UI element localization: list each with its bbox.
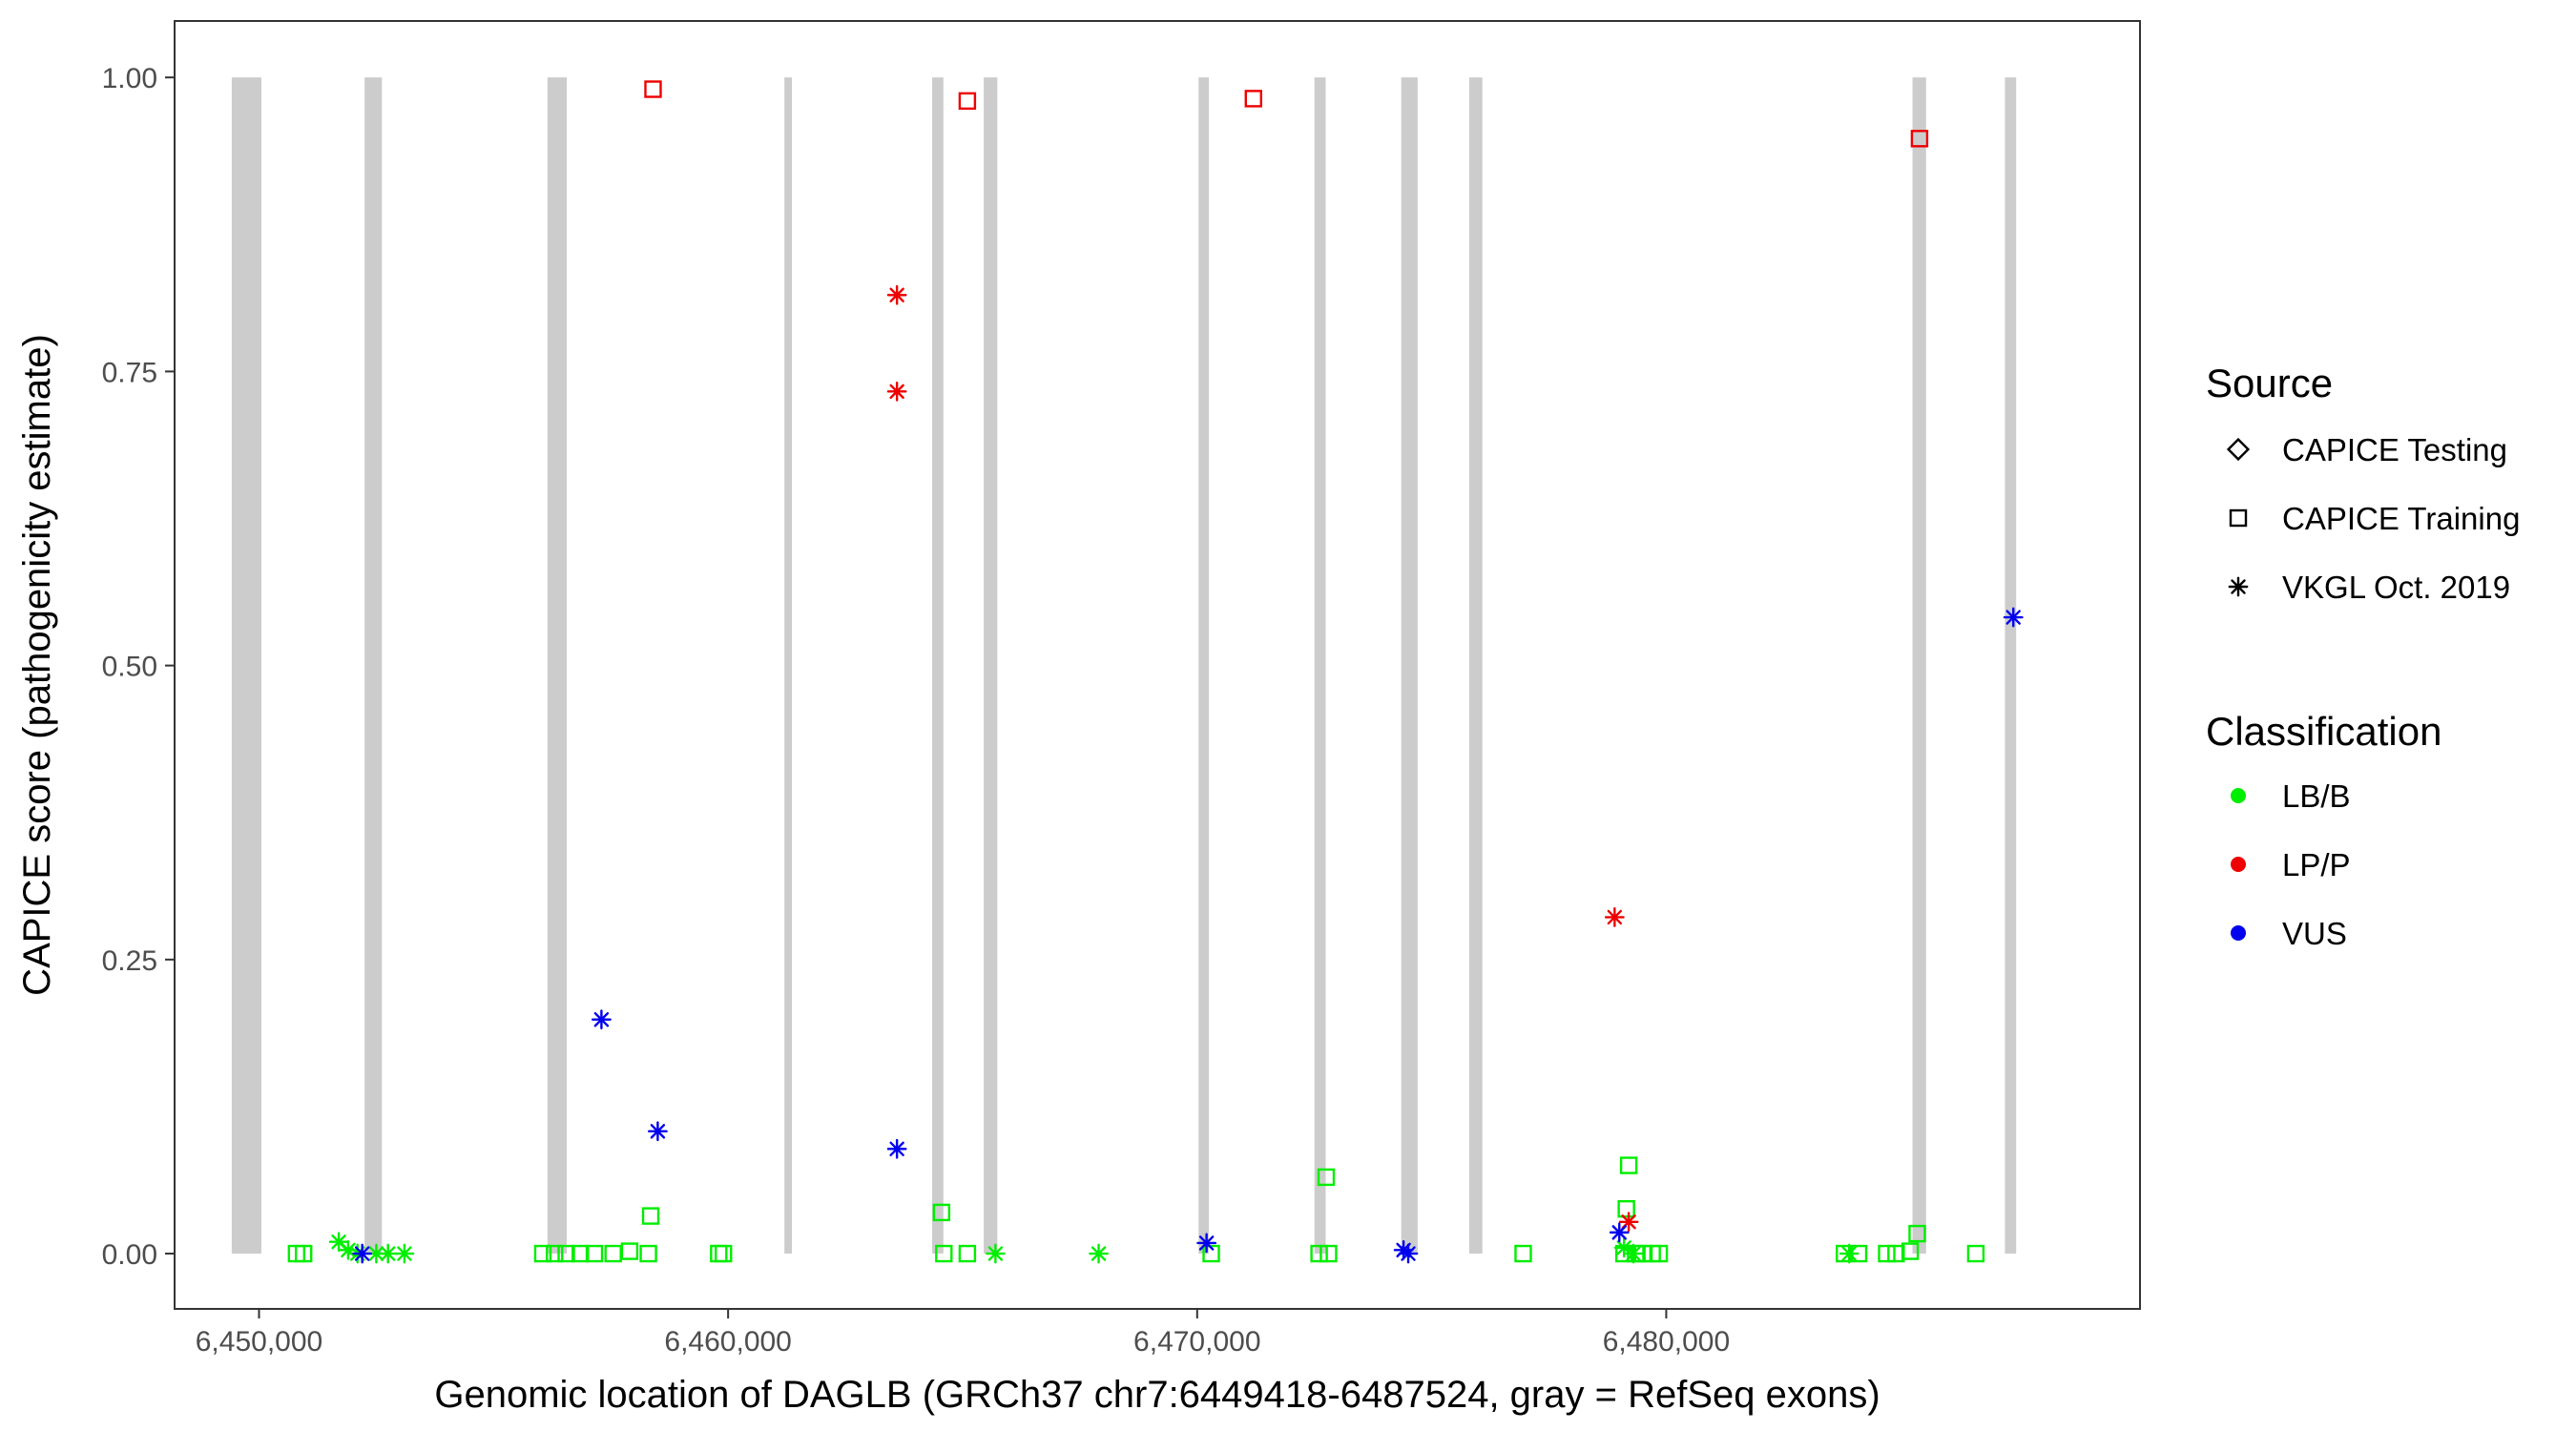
y-tick-label: 0.75 [102, 357, 157, 388]
data-point-vus-asterisk [1609, 1222, 1630, 1243]
legend-source-items: CAPICE Testing CAPICE Training VKGL Oct. 2… [2226, 432, 2520, 605]
exon-layer [231, 77, 2017, 1255]
data-point-lbb-square [1317, 1168, 1336, 1187]
exon-band [1401, 77, 1418, 1255]
plot-panel-border [174, 20, 2141, 1310]
exon-band [231, 77, 261, 1255]
exon-band [1314, 77, 1326, 1255]
data-point-lbb-square [546, 1244, 564, 1263]
data-point-lbb-square [1310, 1244, 1328, 1263]
point-layer [287, 80, 2024, 1264]
legend-label-source: CAPICE Training [2282, 501, 2520, 536]
legend-key-dot [2231, 857, 2246, 872]
data-point-lbb-square [1514, 1244, 1532, 1263]
data-point-lpp-square [958, 92, 977, 111]
x-tick-label: 6,460,000 [664, 1326, 791, 1358]
data-point-lbb-asterisk [1623, 1243, 1644, 1264]
data-point-lbb-square [604, 1244, 622, 1263]
data-point-vus-asterisk [1196, 1233, 1217, 1254]
legend-label-source: CAPICE Testing [2282, 432, 2507, 467]
legend-label-classification: VUS [2282, 916, 2347, 951]
data-point-vus-asterisk [647, 1121, 668, 1142]
exon-band [2005, 77, 2017, 1255]
y-tick-label: 1.00 [102, 63, 157, 94]
x-tick-label: 6,470,000 [1133, 1326, 1260, 1358]
data-point-lbb-square [932, 1203, 951, 1222]
data-point-lpp-asterisk [886, 284, 907, 305]
legend-label-classification: LB/B [2282, 778, 2351, 814]
exon-band [1912, 77, 1926, 1255]
data-point-lpp-asterisk [1604, 907, 1625, 927]
legend-classification-items: LB/B LP/P VUS [2231, 778, 2351, 951]
data-point-lpp-asterisk [886, 381, 907, 402]
data-point-lpp-square [1910, 130, 1929, 148]
y-axis-title: CAPICE score (pathogenicity estimate) [16, 334, 58, 996]
data-point-lpp-asterisk [1618, 1212, 1639, 1233]
data-point-lbb-square [1202, 1244, 1220, 1263]
data-point-lbb-square [1966, 1244, 1985, 1263]
exon-band [784, 77, 793, 1255]
y-tick-label: 0.50 [102, 652, 157, 683]
legend-key-square [2229, 508, 2248, 528]
data-point-vus-asterisk [1398, 1243, 1419, 1264]
data-point-vus-asterisk [886, 1138, 907, 1159]
data-point-lbb-square [1887, 1244, 1905, 1263]
data-point-lbb-square [1319, 1244, 1338, 1263]
legend-key-asterisk [2228, 576, 2249, 597]
data-point-vus-asterisk [2003, 607, 2024, 628]
x-axis: 6,450,000 6,460,000 6,470,000 6,480,000 [196, 1309, 1730, 1358]
y-tick-label: 0.00 [102, 1239, 157, 1271]
data-point-lbb-square [557, 1244, 575, 1263]
data-point-lpp-square [1244, 90, 1262, 108]
y-axis: 0.00 0.25 0.50 0.75 1.00 [102, 63, 175, 1271]
data-point-lbb-square [715, 1244, 733, 1263]
data-point-lbb-square [958, 1244, 977, 1263]
data-point-lbb-asterisk [378, 1243, 399, 1264]
legend-key-dot [2231, 788, 2246, 803]
data-point-lbb-asterisk [394, 1243, 415, 1264]
data-point-lbb-asterisk [1089, 1243, 1109, 1264]
y-tick-label: 0.25 [102, 945, 157, 977]
data-point-vus-asterisk [591, 1009, 612, 1030]
exon-band [364, 77, 383, 1255]
data-point-lbb-square [1619, 1156, 1638, 1174]
exon-band [1468, 77, 1483, 1255]
data-point-lpp-square [644, 80, 662, 98]
data-point-lbb-asterisk [1839, 1243, 1859, 1264]
data-point-lbb-square [1908, 1224, 1926, 1243]
data-point-lbb-square [935, 1244, 953, 1263]
legend: Source CAPICE Testing CAPICE Training VKGL… [2206, 361, 2520, 951]
data-point-lbb-asterisk [985, 1243, 1006, 1264]
data-point-lbb-square [710, 1244, 728, 1263]
data-point-lbb-square [620, 1242, 639, 1260]
x-axis-title: Genomic location of DAGLB (GRCh37 chr7:6… [434, 1374, 1880, 1416]
legend-label-source: VKGL Oct. 2019 [2282, 570, 2510, 605]
data-point-lbb-square [585, 1244, 604, 1263]
legend-title-classification: Classification [2206, 709, 2441, 754]
x-tick-label: 6,450,000 [196, 1326, 322, 1358]
legend-title-source: Source [2206, 361, 2333, 405]
data-point-lbb-square [1617, 1200, 1635, 1218]
data-point-lbb-square [1650, 1244, 1669, 1263]
data-point-lbb-square [533, 1244, 552, 1263]
exon-band [547, 77, 568, 1255]
data-point-lbb-square [571, 1244, 590, 1263]
data-point-lbb-square [641, 1207, 660, 1225]
data-point-lbb-square [1878, 1244, 1896, 1263]
legend-key-dot [2231, 925, 2246, 941]
exon-band [984, 77, 998, 1255]
data-point-lbb-square [1901, 1242, 1920, 1260]
exon-band [1198, 77, 1210, 1255]
data-point-vus-asterisk [352, 1243, 373, 1264]
legend-label-classification: LP/P [2282, 847, 2351, 882]
x-tick-label: 6,480,000 [1603, 1326, 1730, 1358]
exon-band [932, 77, 944, 1255]
data-point-lbb-square [295, 1244, 313, 1263]
legend-key-diamond [2226, 437, 2251, 462]
data-point-lbb-square [639, 1244, 657, 1263]
